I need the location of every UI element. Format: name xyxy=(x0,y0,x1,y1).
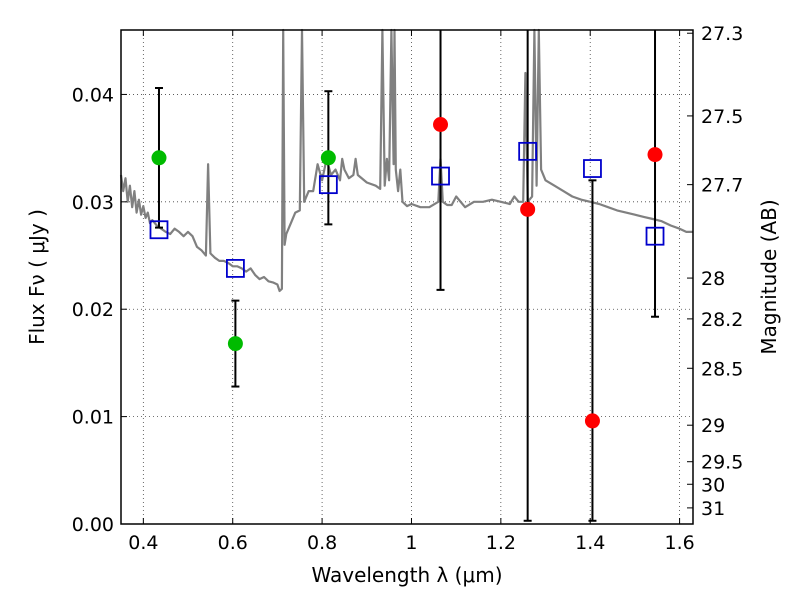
y2-tick-label: 29 xyxy=(701,415,725,437)
x-tick-label: 1.2 xyxy=(486,532,516,554)
blue-square-point xyxy=(431,166,450,186)
blue-square-point xyxy=(318,175,338,195)
model-spectrum-line xyxy=(119,28,693,293)
y-tick-label: 0.00 xyxy=(72,514,114,536)
error-bars xyxy=(154,30,660,522)
red-point xyxy=(433,117,449,133)
y2-tick-label: 28 xyxy=(701,268,725,290)
green-point xyxy=(320,150,336,166)
x-axis-ticks: 0.4 0.6 0.8 1 1.2 1.4 1.6 xyxy=(128,30,695,554)
y2-tick-label: 30 xyxy=(701,474,725,496)
green-point xyxy=(151,150,167,166)
y2-tick-label: 27.5 xyxy=(701,106,743,128)
x-tick-label: 1 xyxy=(405,532,417,554)
x-tick-label: 0.8 xyxy=(307,532,337,554)
y2-tick-label: 28.5 xyxy=(701,358,743,380)
x-tick-label: 0.6 xyxy=(218,532,248,554)
blue-square-point xyxy=(225,259,245,278)
green-point xyxy=(227,336,243,352)
x-axis-label: Wavelength λ (μm) xyxy=(311,563,502,587)
y2-tick-label: 29.5 xyxy=(701,452,743,474)
data-markers xyxy=(149,117,665,429)
red-point xyxy=(520,201,536,217)
x-tick-label: 1.6 xyxy=(664,532,694,554)
blue-square-point xyxy=(645,226,665,246)
y-axis-label: Flux Fν ( μJy ) xyxy=(25,209,49,345)
y-tick-label: 0.01 xyxy=(72,407,114,429)
red-point xyxy=(647,147,663,163)
y2-tick-label: 31 xyxy=(701,498,725,520)
y2-axis-label: Magnitude (AB) xyxy=(757,199,781,354)
model-spectrum xyxy=(119,28,693,293)
x-tick-label: 0.4 xyxy=(128,532,158,554)
y2-tick-label: 27.3 xyxy=(701,23,743,45)
red-point xyxy=(584,413,600,429)
y2-tick-label: 27.7 xyxy=(701,175,743,197)
plot-background xyxy=(121,30,693,524)
y-tick-label: 0.04 xyxy=(72,84,114,106)
blue-square-point xyxy=(149,220,169,240)
plot-frame xyxy=(120,29,694,525)
blue-square-point xyxy=(518,141,538,161)
x-tick-label: 1.4 xyxy=(575,532,605,554)
y-tick-label: 0.02 xyxy=(72,299,114,321)
y-axis-ticks: 0.00 0.01 0.02 0.03 0.04 xyxy=(72,84,127,536)
y2-tick-label: 28.2 xyxy=(701,309,743,331)
blue-square-point xyxy=(583,159,602,178)
y-tick-label: 0.03 xyxy=(72,192,114,214)
